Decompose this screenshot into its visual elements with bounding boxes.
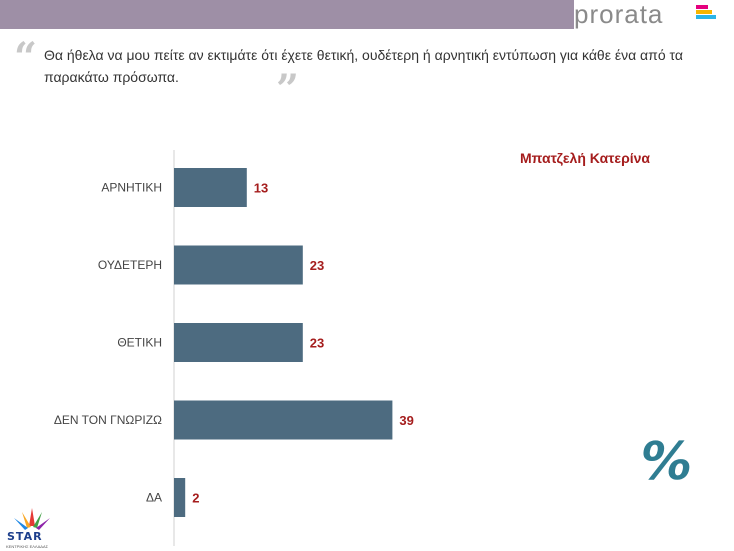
question-text: Θα ήθελα να μου πείτε αν εκτιμάτε ότι έχ… bbox=[44, 47, 683, 85]
bar bbox=[174, 168, 247, 207]
star-logo-rays-icon bbox=[14, 508, 50, 530]
value-label: 13 bbox=[254, 181, 268, 196]
category-label: ΟΥΔΕΤΕΡΗ bbox=[98, 258, 162, 272]
value-label: 23 bbox=[310, 258, 324, 273]
value-label: 2 bbox=[192, 491, 199, 506]
logo-subtitle: ΚΕΝΤΡΙΚΗΣ ΕΛΛΑΔΑΣ bbox=[6, 544, 49, 549]
quote-open-icon: “ bbox=[14, 34, 38, 81]
logo-name: STAR bbox=[7, 530, 43, 543]
brand-name: prorata bbox=[574, 0, 664, 29]
star-logo: STAR ΚΕΝΤΡΙΚΗΣ ΕΛΛΑΔΑΣ bbox=[4, 506, 60, 550]
category-label: ΘΕΤΙΚΗ bbox=[117, 336, 162, 350]
quote-close-icon: ” bbox=[276, 66, 300, 113]
percent-icon: % bbox=[634, 432, 698, 492]
category-label: ΑΡΝΗΤΙΚΗ bbox=[101, 181, 162, 195]
category-label: ΔΕΝ ΤΟΝ ΓΝΩΡΙΖΩ bbox=[54, 413, 162, 427]
value-label: 23 bbox=[310, 336, 324, 351]
bar bbox=[174, 245, 303, 285]
bar bbox=[174, 323, 303, 362]
brand-logo: prorata bbox=[574, 0, 734, 29]
chart-title: Μπατζελή Κατερίνα bbox=[520, 150, 651, 166]
bar bbox=[174, 400, 393, 440]
bar bbox=[174, 478, 186, 517]
category-label: ΔΑ bbox=[146, 491, 162, 505]
brand-bars-icon bbox=[696, 5, 716, 20]
value-label: 39 bbox=[399, 413, 413, 428]
